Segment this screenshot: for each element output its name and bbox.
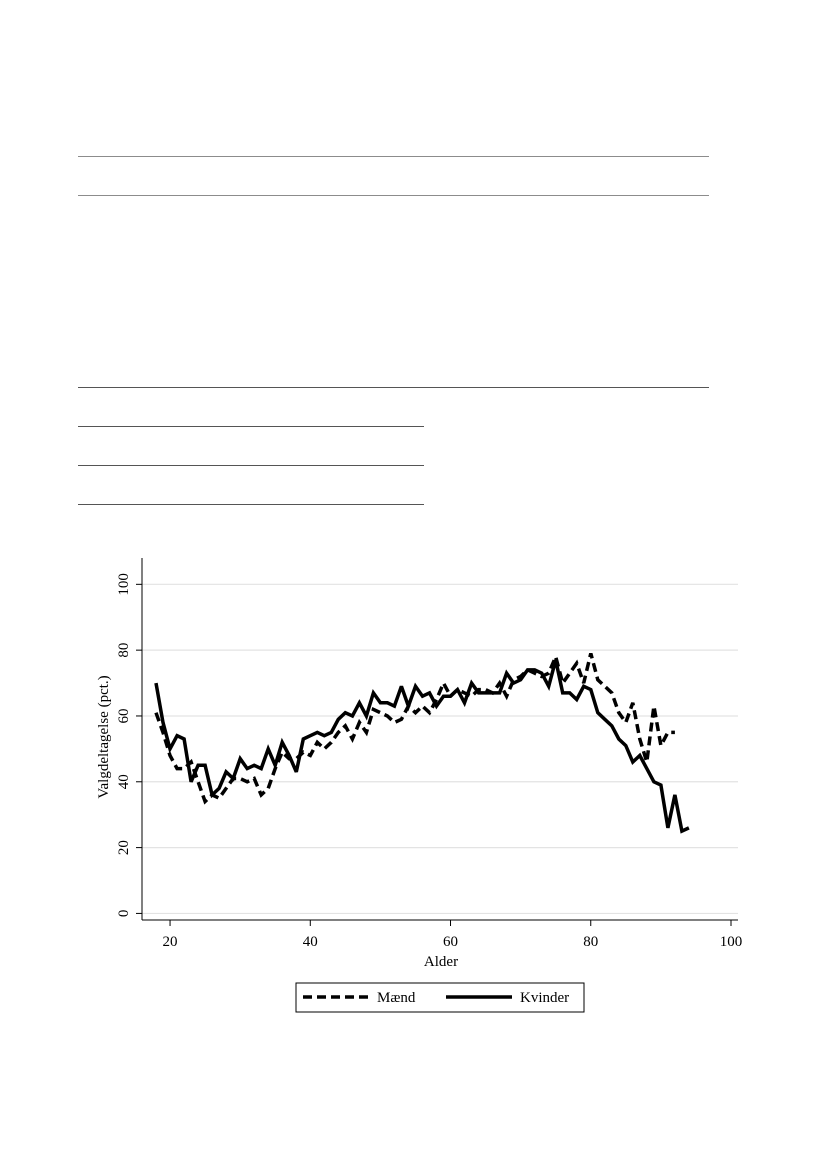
series-lines — [154, 652, 690, 834]
x-tick-label-40: 40 — [303, 934, 318, 950]
legend-box — [295, 982, 585, 1013]
y-tick-label-100: 100 — [116, 573, 132, 596]
legend-label-kvinder: Kvinder — [520, 990, 569, 1006]
y-tick-label-40: 40 — [116, 774, 132, 789]
x-tick-label-80: 80 — [583, 934, 598, 950]
y-axis-label: Valgdeltagelse (pct.) — [96, 675, 112, 798]
x-axis-ticks: 20 40 60 80 100 — [163, 920, 743, 950]
y-tick-label-20: 20 — [116, 840, 132, 855]
y-tick-label-60: 60 — [116, 708, 132, 723]
series-line-kvinder — [154, 659, 690, 834]
legend-label-maend: Mænd — [377, 990, 416, 1006]
note-rule-3 — [78, 504, 424, 505]
note-rule-1 — [78, 426, 424, 427]
x-tick-label-100: 100 — [720, 934, 743, 950]
x-tick-label-60: 60 — [443, 934, 458, 950]
table-rule-top — [78, 156, 709, 157]
y-axis-ticks: 0 20 40 60 80 100 — [116, 573, 142, 917]
note-rule-2 — [78, 465, 424, 466]
x-axis-label: Alder — [424, 954, 458, 970]
series-line-maend — [154, 652, 675, 805]
table-rule-bottom — [78, 387, 709, 388]
legend: Mænd Kvinder — [295, 982, 585, 1013]
x-tick-label-20: 20 — [163, 934, 178, 950]
table-rule-header — [78, 195, 709, 196]
y-tick-label-80: 80 — [116, 643, 132, 658]
y-tick-label-0: 0 — [116, 910, 132, 918]
gridlines — [142, 583, 738, 915]
